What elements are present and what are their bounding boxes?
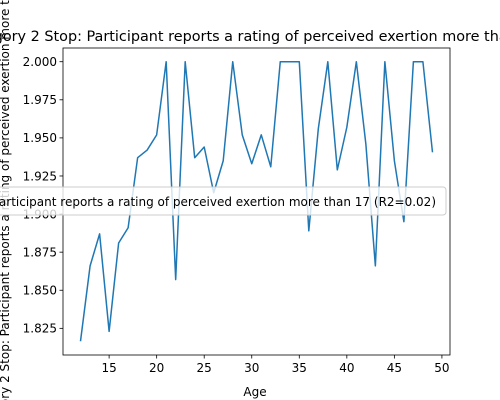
legend-label: Category 2 Stop: Participant reports a r… — [0, 195, 436, 209]
y-tick-label: 2.000 — [23, 55, 57, 69]
x-axis-label: Age — [243, 385, 266, 399]
x-axis: 15 20 25 30 35 40 45 50 — [101, 355, 450, 375]
x-tick-label: 50 — [434, 361, 449, 375]
chart-title: Category 2 Stop: Participant reports a r… — [0, 29, 500, 45]
x-tick-label: 45 — [387, 361, 402, 375]
x-tick-label: 35 — [292, 361, 307, 375]
y-tick-label: 1.875 — [23, 245, 57, 259]
y-tick-label: 1.925 — [23, 169, 57, 183]
series-line — [79, 60, 434, 342]
x-tick-label: 25 — [197, 361, 212, 375]
x-tick-label: 15 — [101, 361, 116, 375]
x-tick-label: 30 — [244, 361, 259, 375]
y-tick-label: 1.975 — [23, 93, 57, 107]
y-tick-label: 1.825 — [23, 322, 57, 336]
y-tick-label: 1.950 — [23, 131, 57, 145]
x-tick-label: 20 — [149, 361, 164, 375]
y-tick-label: 1.850 — [23, 284, 57, 298]
x-tick-label: 40 — [339, 361, 354, 375]
legend-box — [0, 186, 447, 216]
legend: Category 2 Stop: Participant reports a r… — [0, 186, 447, 216]
